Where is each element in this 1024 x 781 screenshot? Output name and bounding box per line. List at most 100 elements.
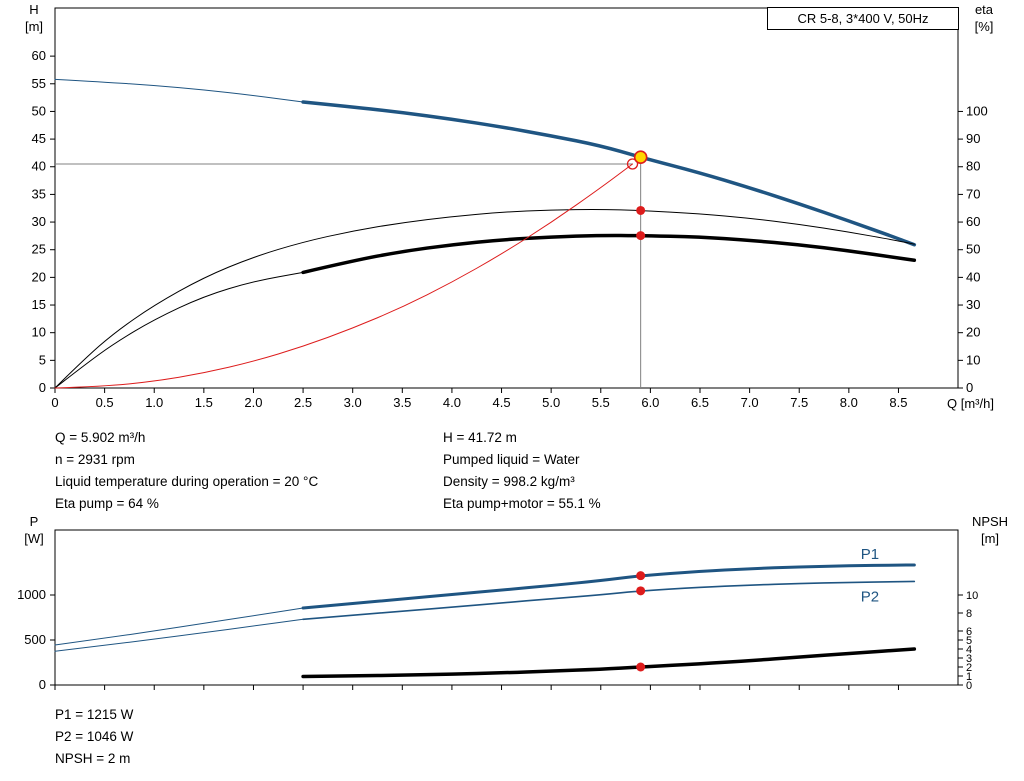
system-curve	[54, 163, 634, 389]
y-left-tick-label: 35	[32, 186, 46, 201]
y-right-tick-label: 4	[966, 644, 972, 656]
duty-info-left: Q = 5.902 m³/h n = 2931 rpm Liquid tempe…	[55, 427, 318, 515]
p1-marker	[636, 571, 646, 581]
y-left-tick-label: 10	[32, 325, 46, 340]
p1-curve	[301, 563, 916, 610]
eta-pump-marker	[636, 205, 646, 215]
x-tick-label: 5.5	[592, 395, 610, 410]
y-right-tick-label: 0	[966, 380, 973, 395]
duty-info-right: H = 41.72 m Pumped liquid = Water Densit…	[443, 427, 601, 515]
power-npsh-chart-frame	[54, 529, 959, 686]
eta-axis-symbol: eta	[974, 2, 994, 17]
x-tick-label: 6.0	[641, 395, 659, 410]
duty-pumped-liquid: Pumped liquid = Water	[443, 452, 580, 467]
y-right-tick-label: 70	[966, 186, 980, 201]
q-axis-title: Q [m³/h]	[947, 396, 994, 411]
duty-density: Density = 998.2 kg/m³	[443, 474, 575, 489]
p-axis-title: P [W]	[14, 513, 54, 547]
p2-curve-extension	[54, 618, 304, 652]
p-axis-symbol: P	[29, 514, 39, 529]
y-right-tick-label: 40	[966, 269, 980, 284]
power-info: P1 = 1215 W P2 = 1046 W NPSH = 2 m	[55, 704, 133, 770]
npsh-axis-symbol: NPSH	[971, 514, 1009, 529]
h-curve	[301, 100, 917, 247]
power-p1: P1 = 1215 W	[55, 707, 134, 722]
y-left-tick-label: 45	[32, 131, 46, 146]
p2-curve-label: P2	[861, 588, 879, 605]
eta-pump-motor-marker	[636, 231, 646, 241]
eta-pump-motor-curve	[301, 233, 917, 275]
duty-eta-pump-motor: Eta pump+motor = 55.1 %	[443, 496, 601, 511]
p1-curve-extension	[54, 607, 304, 646]
y-right-tick-label: 60	[966, 214, 980, 229]
duty-h: H = 41.72 m	[443, 430, 517, 445]
y-right-tick-label: 2	[966, 662, 972, 674]
duty-speed: n = 2931 rpm	[55, 452, 135, 467]
y-left-tick-label: 50	[32, 103, 46, 118]
y-left-tick-label: 0	[39, 380, 46, 395]
y-left-tick-label: 5	[39, 352, 46, 367]
y-left-tick-label: 500	[24, 632, 46, 647]
y-left-tick-label: 55	[32, 76, 46, 91]
x-tick-label: 1.5	[195, 395, 213, 410]
x-tick-label: 2.0	[244, 395, 262, 410]
power-npsh: NPSH = 2 m	[55, 751, 131, 766]
x-tick-label: 4.5	[492, 395, 510, 410]
y-right-tick-label: 0	[966, 680, 972, 692]
x-tick-label: 7.5	[790, 395, 808, 410]
y-left-tick-label: 20	[32, 269, 46, 284]
x-tick-label: 0	[51, 395, 58, 410]
power-p2: P2 = 1046 W	[55, 729, 134, 744]
x-tick-label: 6.5	[691, 395, 709, 410]
y-right-tick-label: 90	[966, 131, 980, 146]
eta-pump-curve	[54, 209, 915, 389]
y-right-tick-label: 80	[966, 159, 980, 174]
x-tick-label: 4.0	[443, 395, 461, 410]
pump-model-box: CR 5-8, 3*400 V, 50Hz	[767, 7, 959, 30]
y-right-tick-label: 10	[966, 352, 980, 367]
y-right-tick-label: 6	[966, 626, 972, 638]
y-left-tick-label: 25	[32, 242, 46, 257]
y-right-tick-label: 1	[966, 671, 972, 683]
y-right-tick-label: 3	[966, 653, 972, 665]
qh-eta-chart-frame	[54, 7, 959, 389]
y-right-tick-label: 20	[966, 325, 980, 340]
y-left-tick-label: 30	[32, 214, 46, 229]
h-axis-unit: [m]	[24, 19, 44, 34]
x-tick-label: 8.0	[840, 395, 858, 410]
y-right-tick-label: 30	[966, 297, 980, 312]
y-right-tick-label: 8	[966, 608, 972, 620]
y-left-tick-label: 1000	[17, 587, 46, 602]
y-left-tick-label: 15	[32, 297, 46, 312]
npsh-axis-unit: [m]	[980, 531, 1000, 546]
h-axis-title: H [m]	[14, 1, 54, 35]
npsh-curve	[301, 647, 917, 679]
eta-axis-unit: [%]	[974, 19, 994, 34]
x-tick-label: 8.5	[889, 395, 907, 410]
p-axis-unit: [W]	[24, 531, 44, 546]
x-tick-label: 5.0	[542, 395, 560, 410]
duty-liquid-temp: Liquid temperature during operation = 20…	[55, 474, 319, 489]
x-tick-label: 0.5	[96, 395, 114, 410]
x-tick-label: 2.5	[294, 395, 312, 410]
y-right-tick-label: 50	[966, 242, 980, 257]
p2-marker	[636, 586, 646, 596]
x-tick-label: 3.0	[344, 395, 362, 410]
x-tick-label: 1.0	[145, 395, 163, 410]
eta-pump-motor-extension	[54, 271, 304, 389]
y-right-tick-label: 5	[966, 635, 972, 647]
p2-curve	[302, 580, 916, 621]
x-tick-label: 3.5	[393, 395, 411, 410]
y-left-tick-label: 0	[39, 677, 46, 692]
system-duty-marker[interactable]	[626, 158, 639, 170]
y-left-tick-label: 60	[32, 48, 46, 63]
duty-point-marker[interactable]	[633, 150, 648, 165]
x-tick-label: 7.0	[741, 395, 759, 410]
duty-q: Q = 5.902 m³/h	[55, 430, 146, 445]
y-right-tick-label: 10	[966, 590, 978, 602]
p1-curve-label: P1	[861, 546, 879, 563]
duty-eta-pump: Eta pump = 64 %	[55, 496, 159, 511]
y-left-tick-label: 40	[32, 159, 46, 174]
h-axis-symbol: H	[29, 2, 39, 17]
